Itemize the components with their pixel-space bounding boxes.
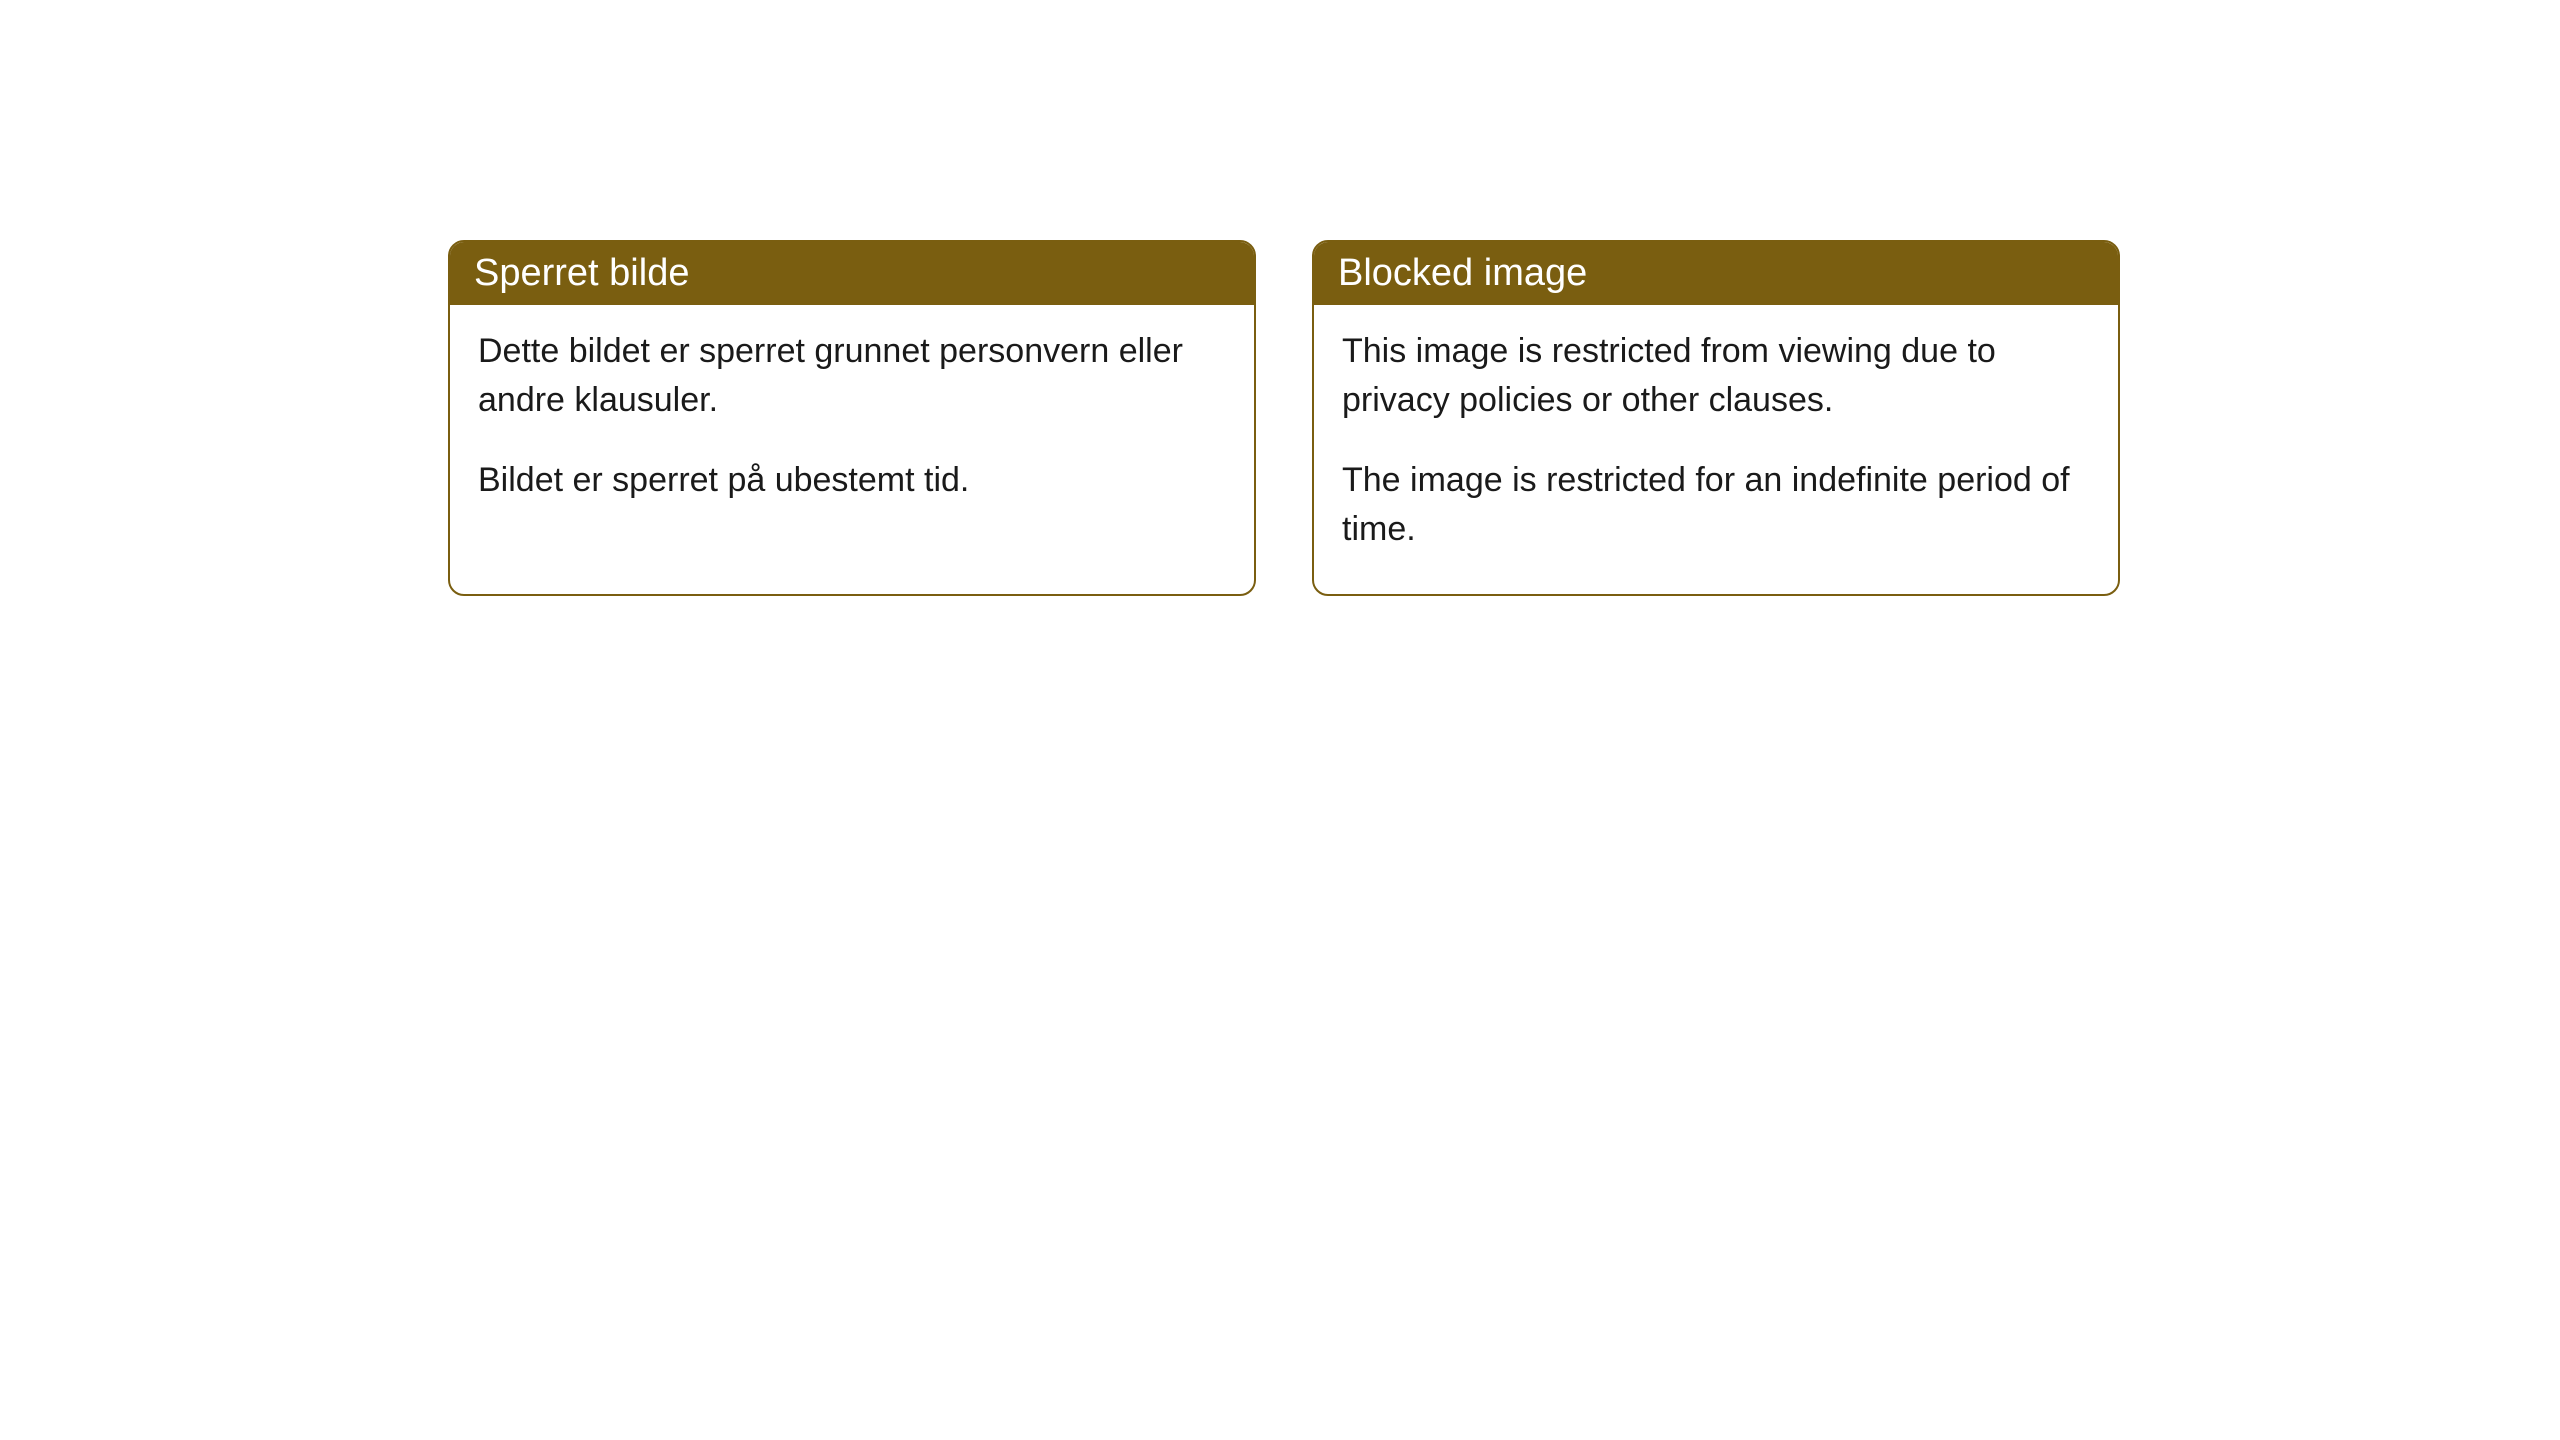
card-title: Sperret bilde [474, 252, 689, 294]
blocked-image-card-english: Blocked image This image is restricted f… [1312, 240, 2120, 596]
card-paragraph-1: Dette bildet er sperret grunnet personve… [478, 327, 1226, 426]
card-body: This image is restricted from viewing du… [1314, 305, 2118, 594]
card-body: Dette bildet er sperret grunnet personve… [450, 305, 1254, 545]
card-paragraph-2: Bildet er sperret på ubestemt tid. [478, 456, 1226, 505]
cards-container: Sperret bilde Dette bildet er sperret gr… [0, 0, 2560, 596]
blocked-image-card-norwegian: Sperret bilde Dette bildet er sperret gr… [448, 240, 1256, 596]
card-title: Blocked image [1338, 252, 1587, 294]
card-paragraph-1: This image is restricted from viewing du… [1342, 327, 2090, 426]
card-header: Sperret bilde [450, 242, 1254, 305]
card-header: Blocked image [1314, 242, 2118, 305]
card-paragraph-2: The image is restricted for an indefinit… [1342, 456, 2090, 555]
